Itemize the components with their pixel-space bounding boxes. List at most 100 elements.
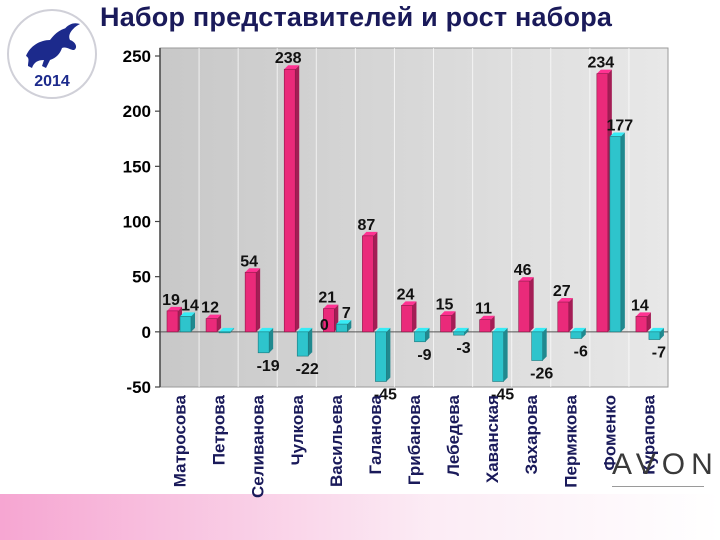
data-label-series-b: -45 — [491, 386, 514, 403]
bar-series-b-top — [570, 327, 586, 332]
bar-series-a — [479, 319, 491, 333]
data-label-series-a: 11 — [475, 301, 492, 318]
bar-series-b — [375, 331, 387, 382]
bar-series-b — [453, 331, 465, 336]
data-label-series-a: 24 — [397, 286, 415, 303]
bar-series-a — [635, 316, 648, 333]
x-category-label: Захарова — [522, 394, 541, 474]
data-label-series-a: 238 — [275, 50, 302, 67]
y-tick-label: -50 — [126, 378, 151, 397]
bar-series-b-top — [180, 312, 195, 317]
bar-series-a — [166, 310, 179, 333]
data-label-series-b: 7 — [342, 305, 351, 322]
x-category-label: Петрова — [210, 394, 229, 465]
bar-series-b — [336, 323, 348, 333]
bar-series-b-side — [230, 327, 235, 333]
data-label-series-b: -19 — [257, 358, 280, 375]
bar-series-b-top — [336, 320, 352, 325]
bar-series-a-side — [217, 314, 222, 332]
bar-series-a — [323, 308, 335, 333]
bar-series-a-top — [596, 69, 612, 74]
bar-series-a-side — [529, 277, 534, 332]
bar-series-b-side — [269, 327, 274, 353]
data-label-series-b: -22 — [296, 361, 319, 378]
bar-series-a-top — [440, 311, 456, 316]
bar-series-b-side — [191, 312, 195, 332]
bar-series-a-top — [635, 312, 651, 317]
bar-series-b-side — [620, 132, 625, 332]
data-label-series-b: -26 — [530, 366, 553, 383]
data-label-series-b: -9 — [417, 347, 431, 364]
data-label-series-a: 234 — [587, 55, 614, 72]
data-label-series-a: 46 — [514, 262, 532, 279]
bar-series-b-side — [308, 327, 313, 357]
bar-series-b-side — [386, 327, 391, 382]
bar-series-a-side — [451, 311, 456, 332]
x-category-label: Пермякова — [561, 394, 580, 487]
y-tick-label: 150 — [123, 157, 151, 176]
bar-series-a-side — [646, 312, 651, 332]
data-label-series-a: 27 — [553, 283, 571, 300]
y-tick-label: 250 — [123, 47, 151, 66]
horse-logo-icon: 2014 — [7, 9, 97, 99]
x-category-label: Селиванова — [249, 394, 268, 498]
bar-series-b-side — [503, 327, 508, 382]
bar-series-b — [531, 331, 543, 361]
bar-series-b — [218, 331, 231, 334]
brand-wordmark: AVON — [612, 448, 719, 481]
bar-series-a — [401, 305, 413, 333]
data-label-series-b: -6 — [574, 343, 588, 360]
data-labels: 19 14 1254-19238-22021787-4524-915-311-454… — [162, 50, 666, 403]
bar-series-a-top — [167, 306, 182, 311]
bar-series-b — [296, 331, 309, 357]
x-category-label: Хаванская — [483, 395, 502, 483]
data-label-series-a: 19 — [162, 292, 180, 309]
data-label-series-b: 177 — [606, 118, 633, 135]
x-category-label: Васильева — [327, 394, 346, 487]
bar-series-b — [179, 316, 192, 333]
bar-series-a-top — [284, 65, 300, 70]
bar-series-a-side — [256, 268, 261, 332]
bar-series-a-top — [557, 298, 573, 303]
bar-series-b-top — [297, 327, 313, 332]
bar-series-a-top — [479, 315, 495, 320]
bar-series-b-top — [258, 327, 274, 332]
data-label-series-b: -3 — [456, 340, 470, 357]
bar-series-a-top — [245, 268, 261, 273]
bar-series-a-side — [373, 231, 378, 332]
y-axis: 250 200 150 100 50 0 -50 — [123, 47, 161, 397]
logo: 2014 — [4, 6, 100, 102]
data-label-series-a: 21 — [318, 290, 336, 307]
bar-series-a — [283, 68, 296, 333]
bar-series-b-top — [453, 327, 469, 332]
bars — [166, 65, 664, 382]
bar-series-a — [205, 318, 218, 333]
bar-series-a-side — [412, 301, 417, 332]
bar-series-b-side — [347, 320, 352, 332]
data-label-series-a: 12 — [201, 300, 219, 317]
data-label-series-a: 15 — [436, 296, 454, 313]
data-label-zero: 0 — [320, 317, 329, 334]
bar-series-b — [492, 331, 504, 382]
bar-series-b-top — [531, 327, 547, 332]
bar-series-b-side — [542, 327, 547, 361]
decorative-bottom-strip — [0, 494, 720, 540]
bar-series-b-side — [659, 327, 664, 340]
bar-series-a — [518, 280, 530, 333]
bar-series-b-side — [581, 327, 586, 339]
data-label-series-a: 87 — [357, 217, 375, 234]
plot-area — [159, 47, 669, 388]
bar-series-b-side — [425, 327, 430, 342]
page-title: Набор представителей и рост набора — [100, 2, 613, 32]
bar-series-b — [648, 331, 661, 340]
bar-series-a — [244, 271, 257, 333]
data-label-series-a: 54 — [240, 253, 258, 270]
x-category-label: Курапова — [639, 394, 658, 474]
bar-series-a — [557, 301, 570, 333]
bar-series-a-side — [490, 315, 495, 332]
data-label-series-a: 14 — [631, 297, 649, 314]
bar-series-b-top — [492, 327, 508, 332]
y-tick-label: 200 — [123, 102, 151, 121]
x-category-label: Фоменко — [600, 395, 619, 471]
